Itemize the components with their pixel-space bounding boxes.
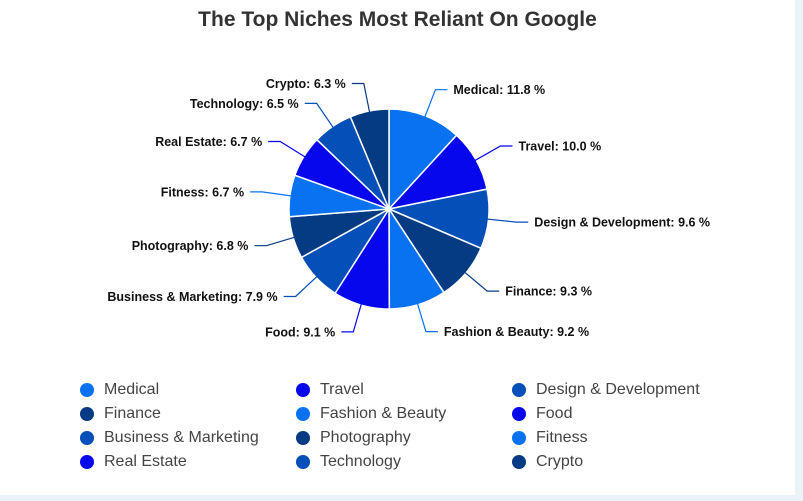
legend-label: Fitness <box>536 429 588 446</box>
slice-label-medical: Medical: 11.8 % <box>453 83 545 97</box>
legend-label: Photography <box>320 429 411 446</box>
legend-swatch <box>512 431 526 445</box>
legend-item-fitness[interactable]: Fitness <box>512 428 728 448</box>
legend-item-crypto[interactable]: Crypto <box>512 452 728 472</box>
legend-item-business-and-marketing[interactable]: Business & Marketing <box>80 428 296 448</box>
connector-fashion-and-beauty <box>416 301 438 333</box>
legend-swatch <box>80 383 94 397</box>
chart-title: The Top Niches Most Reliant On Google <box>198 8 597 31</box>
legend-swatch <box>512 407 526 421</box>
slice-label-fitness: Fitness: 6.7 % <box>161 185 244 199</box>
chart-card: The Top Niches Most Reliant On Google Me… <box>0 0 795 495</box>
pie-slices <box>288 108 490 310</box>
legend-item-real-estate[interactable]: Real Estate <box>80 452 296 472</box>
legend-label: Technology <box>320 453 401 470</box>
connector-food <box>341 301 363 333</box>
legend-label: Crypto <box>536 453 584 470</box>
legend-swatch <box>296 407 310 421</box>
pie-chart: Medical: 11.8 % Travel: 10.0 % Design & De… <box>107 77 710 339</box>
slice-label-travel: Travel: 10.0 % <box>519 140 602 154</box>
slice-label-fashion-and-beauty: Fashion & Beauty: 9.2 % <box>444 325 589 339</box>
legend-swatch <box>512 383 526 397</box>
legend-label: Design & Development <box>536 381 700 398</box>
connector-business-and-marketing <box>283 274 319 298</box>
legend-swatch <box>296 431 310 445</box>
legend-swatch <box>296 455 310 469</box>
legend-label: Business & Marketing <box>104 429 259 446</box>
connector-travel <box>473 145 513 162</box>
legend-label: Fashion & Beauty <box>320 405 447 422</box>
legend-swatch <box>296 383 310 397</box>
connector-design-and-development <box>485 218 529 223</box>
connector-medical <box>423 89 448 119</box>
slice-label-real-estate: Real Estate: 6.7 % <box>155 135 262 149</box>
slice-label-technology: Technology: 6.5 % <box>190 97 299 111</box>
legend-label: Travel <box>320 381 364 398</box>
legend-swatch <box>512 455 526 469</box>
slice-label-finance: Finance: 9.3 % <box>505 285 592 299</box>
legend-item-fashion-and-beauty[interactable]: Fashion & Beauty <box>296 404 512 424</box>
legend-item-technology[interactable]: Technology <box>296 452 512 472</box>
legend-item-photography[interactable]: Photography <box>296 428 512 448</box>
legend-swatch <box>80 407 94 421</box>
legend: Medical Travel Design & Development Finance… <box>80 380 780 472</box>
legend-item-finance[interactable]: Finance <box>80 404 296 424</box>
legend-label: Food <box>536 405 573 422</box>
slice-label-photography: Photography: 6.8 % <box>132 239 249 253</box>
slice-label-business-and-marketing: Business & Marketing: 7.9 % <box>107 290 277 304</box>
legend-item-medical[interactable]: Medical <box>80 380 296 400</box>
slice-labels: Medical: 11.8 % Travel: 10.0 % Design & De… <box>107 77 710 339</box>
connector-finance <box>463 270 500 292</box>
legend-swatch <box>80 431 94 445</box>
connector-photography <box>254 236 297 247</box>
slice-label-design-and-development: Design & Development: 9.6 % <box>534 216 710 230</box>
legend-label: Medical <box>104 381 160 398</box>
legend-label: Real Estate <box>104 453 187 470</box>
connector-crypto <box>351 82 371 115</box>
connector-fitness <box>250 191 293 197</box>
slice-label-crypto: Crypto: 6.3 % <box>266 77 346 91</box>
label-connectors <box>250 82 529 333</box>
connector-technology <box>304 102 335 130</box>
legend-item-food[interactable]: Food <box>512 404 728 424</box>
legend-item-design-and-development[interactable]: Design & Development <box>512 380 728 400</box>
legend-label: Finance <box>104 405 161 422</box>
legend-item-travel[interactable]: Travel <box>296 380 512 400</box>
legend-swatch <box>80 455 94 469</box>
slice-label-food: Food: 9.1 % <box>265 325 335 339</box>
connector-real-estate <box>268 140 307 159</box>
